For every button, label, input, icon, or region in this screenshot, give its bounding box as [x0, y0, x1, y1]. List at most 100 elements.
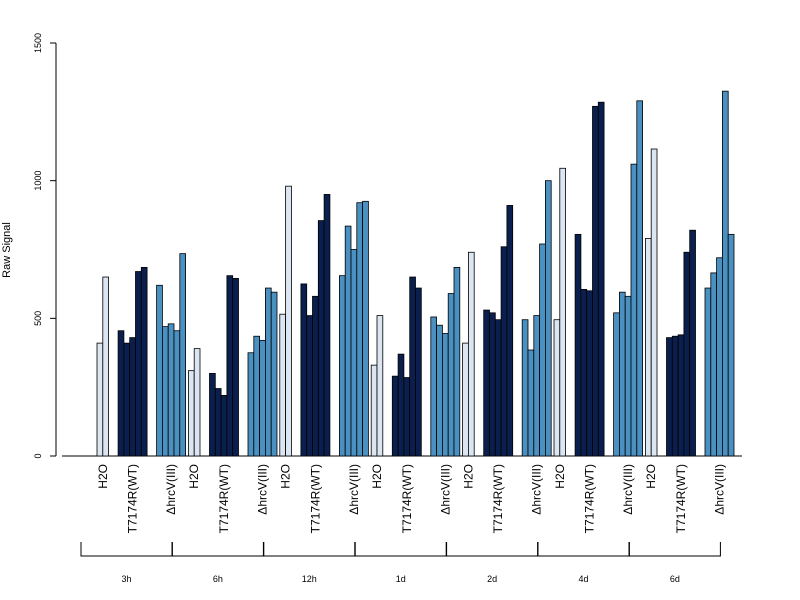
bar [209, 372, 216, 457]
bar [592, 105, 599, 457]
time-label: 3h [121, 574, 131, 584]
bar [135, 271, 142, 457]
y-axis-title: Raw Signal [1, 222, 13, 278]
group-label: H2O [187, 464, 201, 489]
group-label: T7174R(WT) [674, 464, 688, 533]
group-label: H2O [370, 464, 384, 489]
bar [397, 353, 405, 457]
bar [619, 291, 626, 457]
bar [193, 348, 201, 457]
bar [624, 295, 632, 457]
group-label: H2O [461, 464, 475, 489]
bar [338, 275, 346, 457]
bar [129, 337, 136, 457]
bar [441, 333, 449, 457]
bar [586, 290, 593, 457]
group-label: ΔhrcV(III) [621, 464, 635, 515]
bar [391, 375, 399, 457]
bar [279, 313, 286, 457]
bar [521, 319, 529, 457]
bar [453, 266, 461, 457]
bar [415, 287, 422, 457]
group-label: T7174R(WT) [583, 464, 597, 533]
bar [370, 364, 378, 457]
bar [409, 276, 416, 457]
bar [630, 163, 638, 457]
y-axis: 0 500 1000 1500 [33, 33, 57, 459]
bar [462, 342, 469, 457]
group-label: T7174R(WT) [491, 464, 505, 533]
time-label: 1d [396, 574, 406, 584]
bar [161, 326, 169, 457]
bar [580, 289, 588, 457]
time-bracket [263, 542, 356, 557]
group-label: T7174R(WT) [400, 464, 414, 533]
bar [527, 349, 535, 457]
time-label: 6d [670, 574, 680, 584]
bar [96, 342, 104, 457]
bar [436, 324, 443, 457]
bar [489, 312, 496, 457]
bar [559, 167, 566, 457]
bar [123, 342, 131, 457]
time-brackets: 3h 6h 12h 1d 2d 4d 6d [80, 542, 721, 584]
bar [140, 266, 148, 457]
bar [264, 287, 272, 457]
bar [232, 278, 239, 457]
group-label: H2O [553, 464, 567, 489]
group-label: H2O [279, 464, 293, 489]
bar [247, 352, 255, 457]
bar [500, 246, 508, 457]
bar [102, 276, 110, 457]
group-label: T7174R(WT) [308, 464, 322, 533]
bar [362, 200, 369, 457]
bar [574, 233, 582, 457]
bar [506, 205, 514, 457]
y-tick-label: 500 [33, 311, 43, 326]
bar [270, 291, 278, 457]
time-label: 12h [302, 574, 317, 584]
bar [323, 194, 331, 457]
bar [704, 287, 712, 457]
bar [539, 243, 546, 457]
bar [636, 100, 643, 457]
time-label: 6h [213, 574, 223, 584]
bar [173, 330, 181, 457]
y-tick-label: 1000 [33, 171, 43, 191]
bar [259, 339, 266, 457]
bar [403, 377, 411, 457]
group-label: ΔhrcV(III) [164, 464, 178, 515]
bars [96, 90, 735, 457]
bar [689, 229, 696, 457]
time-bracket [446, 542, 539, 557]
bar [645, 238, 652, 457]
y-tick-label: 0 [33, 453, 43, 458]
bar [533, 315, 540, 457]
bar [613, 312, 620, 457]
bar [467, 251, 475, 457]
bar [650, 148, 658, 457]
bar [716, 257, 723, 457]
bar [187, 370, 195, 457]
bar [156, 284, 163, 457]
y-tick-label: 1500 [33, 33, 43, 53]
bar [597, 101, 605, 457]
group-labels: H2O T7174R(WT) ΔhrcV(III) H2O T7174R(WT) Δhrc… [96, 464, 727, 533]
bar [179, 253, 187, 457]
bar [671, 335, 679, 457]
bar [253, 335, 261, 457]
time-bracket [354, 542, 447, 557]
bar [344, 225, 352, 457]
time-bracket [537, 542, 630, 557]
bar [376, 315, 384, 457]
bar [356, 202, 363, 457]
bar [483, 309, 490, 457]
bar [117, 330, 125, 457]
bar [722, 90, 729, 457]
bar [167, 323, 175, 457]
bar [727, 233, 735, 457]
bar [220, 395, 228, 457]
bar [430, 316, 437, 457]
bar [226, 275, 234, 457]
